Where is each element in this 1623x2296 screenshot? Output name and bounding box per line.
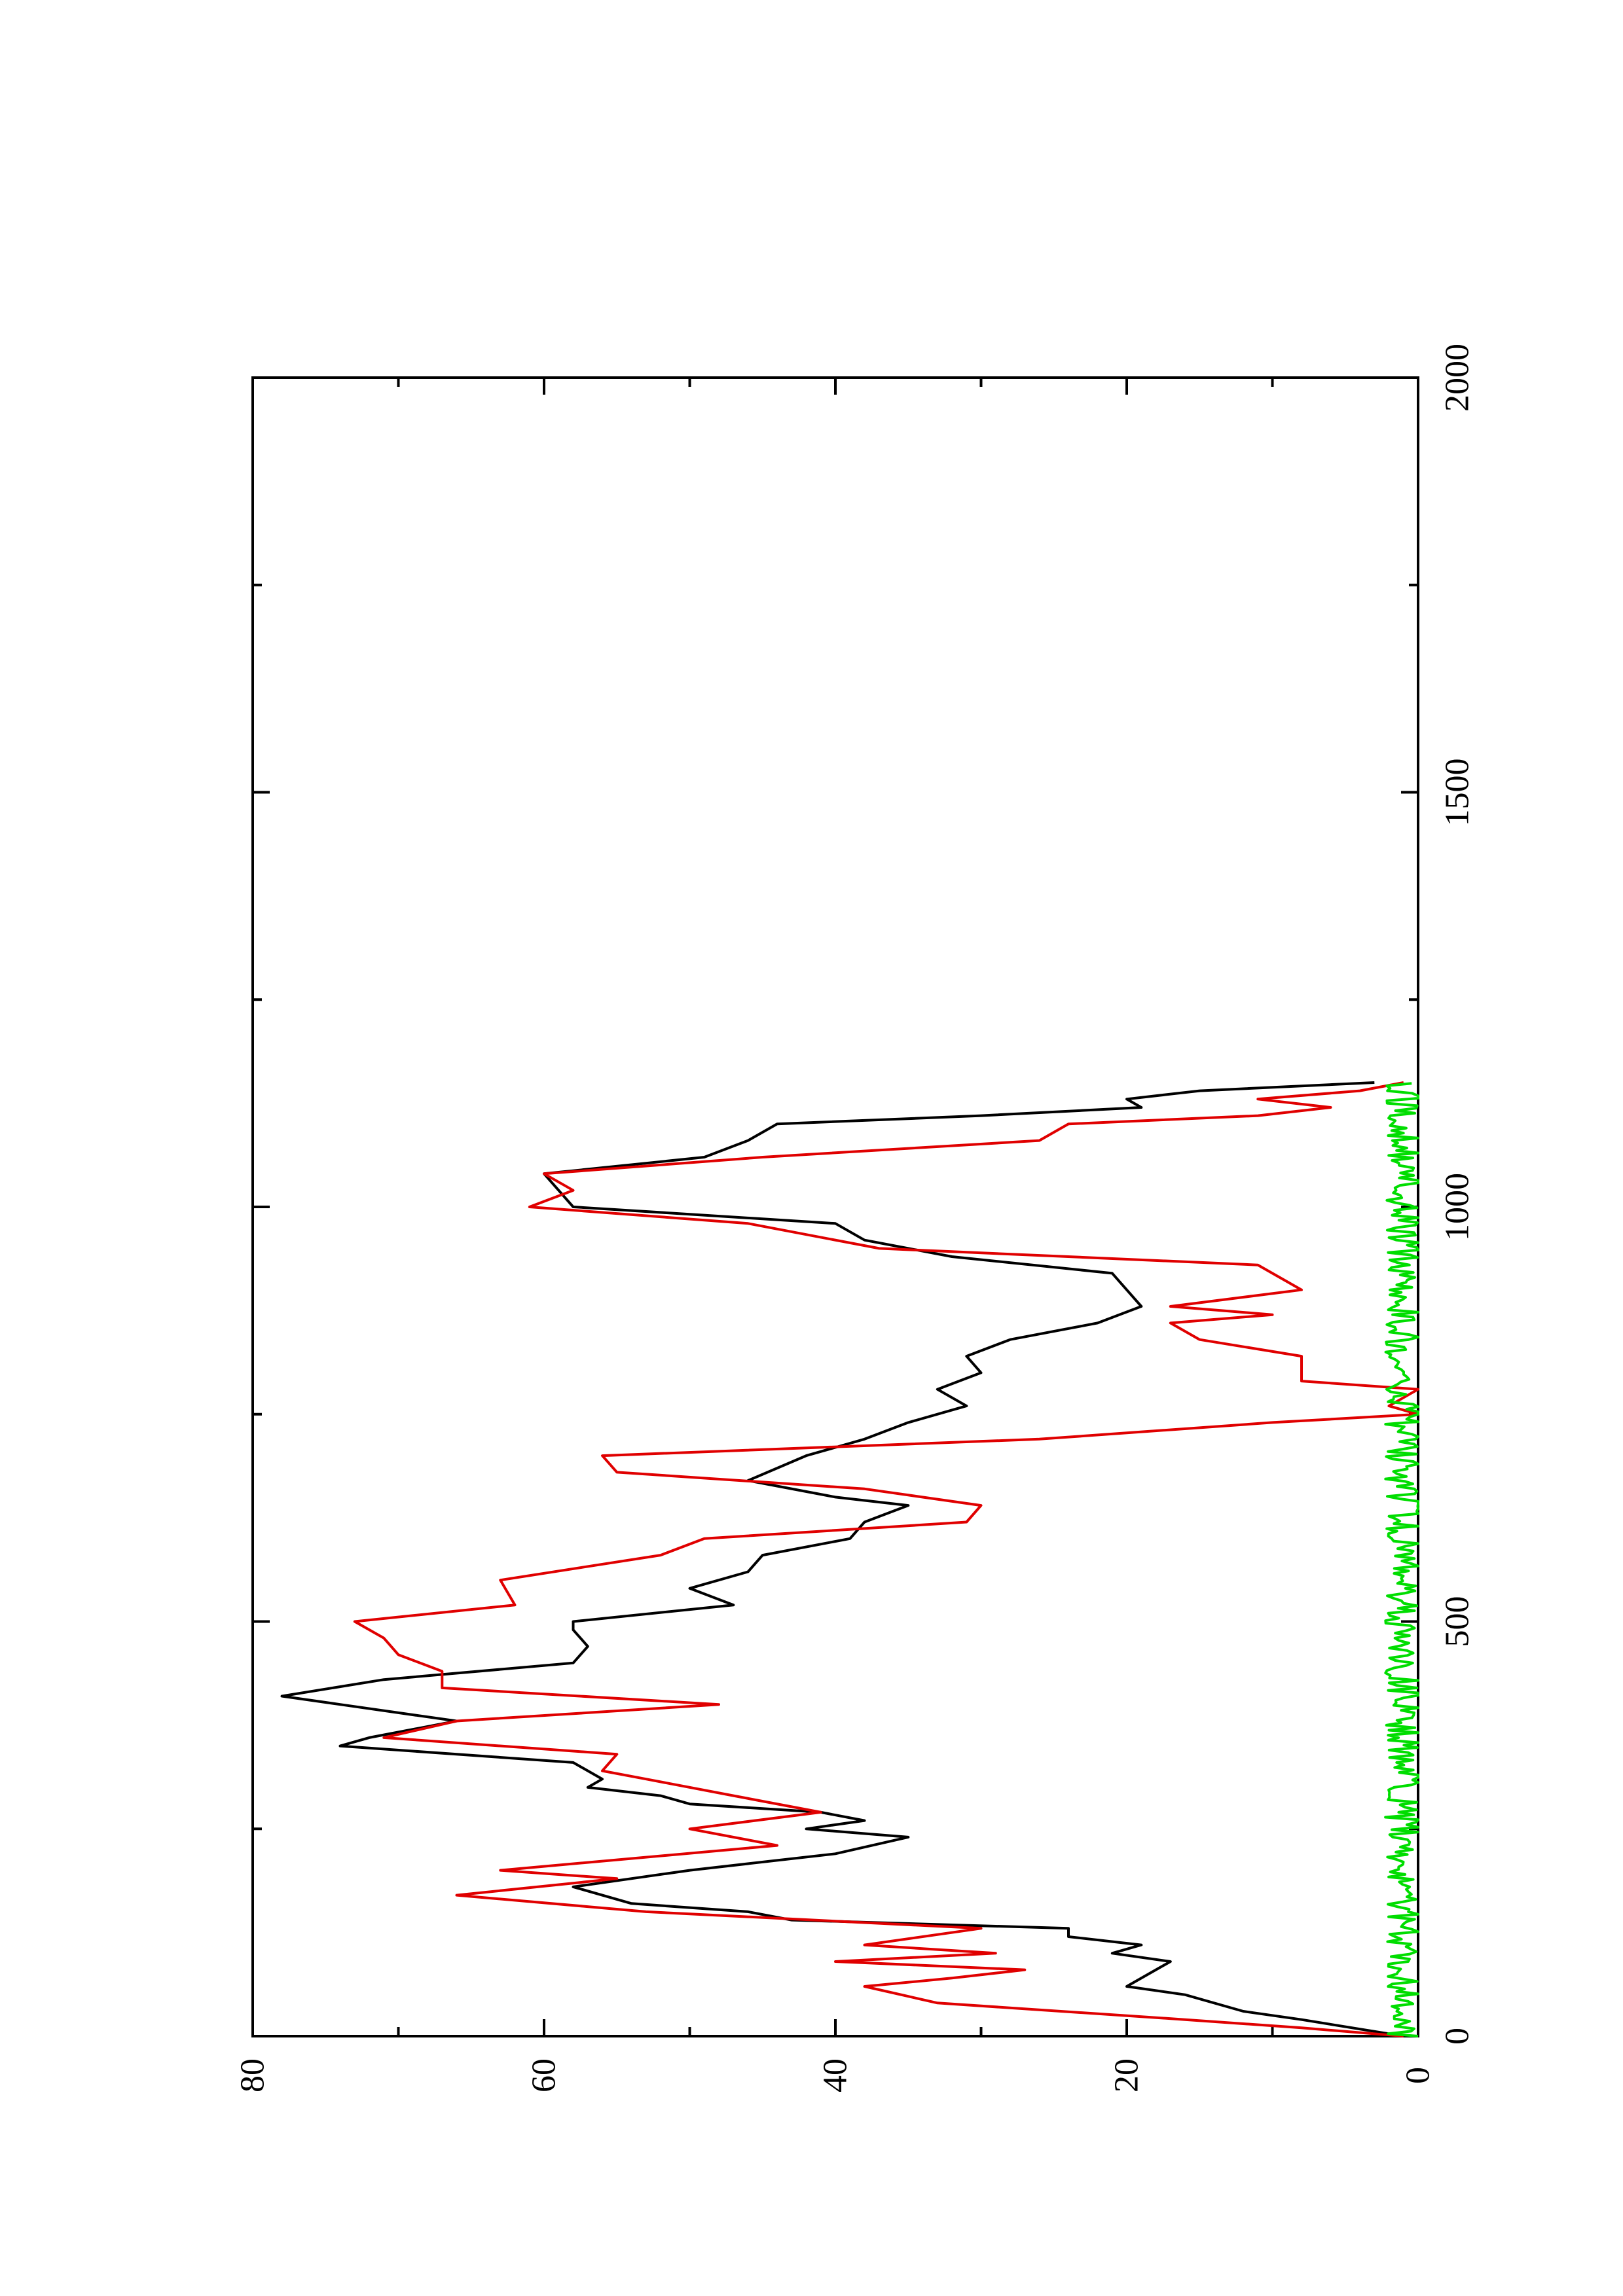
y-tick-label: 40 bbox=[817, 2058, 854, 2092]
x-tick-label: 500 bbox=[1439, 1596, 1476, 1647]
x-tick-label: 1500 bbox=[1439, 759, 1476, 827]
y-tick-label: 60 bbox=[526, 2058, 563, 2092]
plot-frame bbox=[251, 376, 1419, 2037]
y-tick-label: 80 bbox=[234, 2058, 272, 2092]
series-line-1 bbox=[280, 1081, 1404, 2037]
tick-marks bbox=[251, 376, 1419, 2037]
series-line-2 bbox=[353, 1081, 1419, 2037]
y-tick-label: 20 bbox=[1108, 2058, 1146, 2092]
series-line-3 bbox=[1384, 1082, 1419, 2037]
series-layer bbox=[280, 1081, 1419, 2037]
x-tick-label: 1000 bbox=[1439, 1173, 1476, 1241]
x-tick-label: 0 bbox=[1439, 2028, 1476, 2045]
x-tick-label: 2000 bbox=[1439, 344, 1476, 412]
tick-labels: 0 500 1000 1500 2000 0 20 40 60 80 bbox=[234, 344, 1476, 2092]
y-tick-label: 0 bbox=[1400, 2067, 1437, 2084]
